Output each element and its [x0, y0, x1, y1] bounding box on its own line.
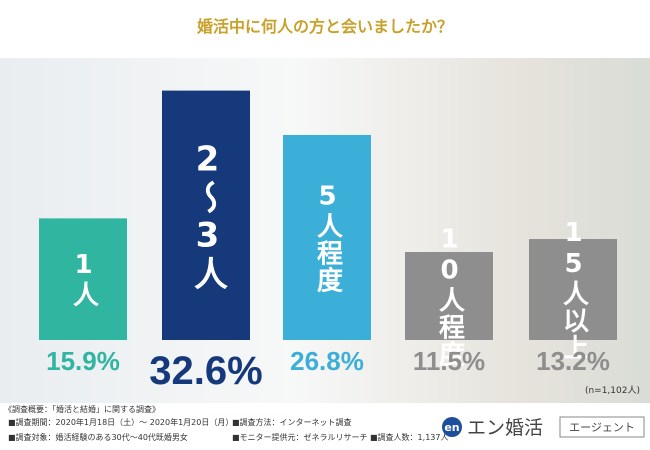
value-label: 26.8%	[290, 346, 364, 376]
sample-note: (n=1,102人)	[585, 385, 640, 396]
footer-item: ■調査対象：婚活経験のある30代〜40代既婚男女	[8, 432, 188, 442]
footer-item: ■調査期間：2020年1月18日（土）〜 2020年1月20日（月）	[8, 417, 233, 427]
bar	[405, 252, 493, 340]
value-label: 11.5%	[413, 346, 485, 376]
logo-circle	[442, 417, 462, 437]
category-label: 2〜3人	[188, 139, 228, 291]
bar	[39, 218, 127, 340]
bar	[283, 134, 371, 340]
logo-sub-box	[559, 416, 645, 438]
chart-title: 婚活中に何人の方と会いましたか？	[197, 17, 453, 36]
footer-item: ■調査方法：インターネット調査	[232, 417, 352, 427]
logo-sub: エージェント	[569, 421, 635, 434]
value-label: 13.2%	[536, 346, 610, 376]
bar	[162, 90, 250, 340]
value-label: 32.6%	[149, 349, 262, 393]
category-label: 5人程度	[313, 181, 343, 293]
category-label: 10人程度	[435, 225, 465, 368]
footer-item: ■調査人数：1,137人	[370, 432, 448, 442]
footer-heading: 《調査概要：「婚活と結婚」に関する調査》	[4, 404, 160, 414]
logo-name: エン婚活	[467, 417, 543, 439]
bar	[529, 239, 617, 340]
category-label: 15人以上	[559, 218, 589, 361]
value-label: 15.9%	[46, 346, 120, 376]
logo-mark: en	[444, 421, 459, 434]
category-label: 1人	[69, 250, 99, 308]
footer-item: ■モニター提供元：ゼネラルリサーチ	[232, 432, 368, 442]
